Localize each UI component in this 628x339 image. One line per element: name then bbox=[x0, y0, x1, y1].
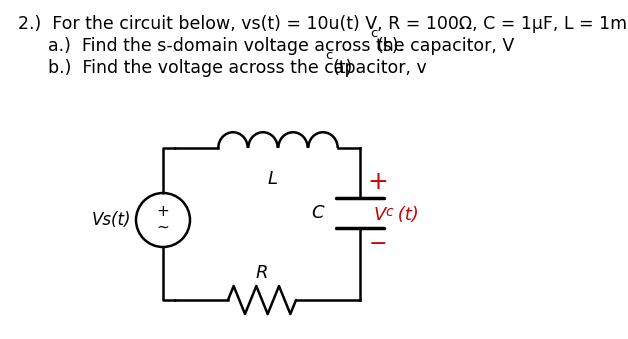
Text: c: c bbox=[370, 27, 377, 40]
Text: 2.)  For the circuit below, vs(t) = 10u(t) V, R = 100Ω, C = 1μF, L = 1mH.: 2.) For the circuit below, vs(t) = 10u(t… bbox=[18, 15, 628, 33]
Text: (t): (t) bbox=[332, 59, 352, 77]
Text: L: L bbox=[268, 170, 278, 188]
Text: Vs(t): Vs(t) bbox=[91, 211, 131, 229]
Text: c: c bbox=[325, 49, 332, 62]
Text: (s).: (s). bbox=[377, 37, 405, 55]
Text: (t): (t) bbox=[392, 206, 419, 224]
Text: a.)  Find the s-domain voltage across the capacitor, V: a.) Find the s-domain voltage across the… bbox=[48, 37, 514, 55]
Text: ~: ~ bbox=[156, 219, 170, 235]
Text: b.)  Find the voltage across the capacitor, v: b.) Find the voltage across the capacito… bbox=[48, 59, 427, 77]
Text: +: + bbox=[156, 203, 170, 219]
Text: −: − bbox=[369, 234, 387, 254]
Text: +: + bbox=[367, 170, 389, 194]
Text: R: R bbox=[256, 264, 268, 282]
Text: c: c bbox=[385, 205, 392, 219]
Text: V: V bbox=[374, 206, 386, 224]
Text: C: C bbox=[311, 204, 324, 222]
